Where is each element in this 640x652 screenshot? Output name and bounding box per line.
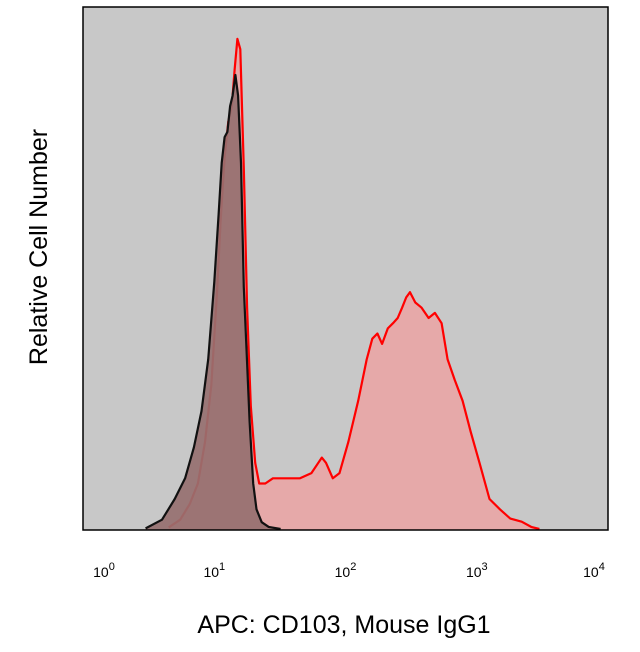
- plot-area-background: [83, 7, 608, 530]
- cd103-histogram-fill: [168, 38, 540, 531]
- x-tick-label: 101: [203, 561, 225, 580]
- y-axis-title: Relative Cell Number: [25, 129, 53, 365]
- x-tick-label: 102: [335, 561, 357, 580]
- x-tick-label: 100: [93, 561, 115, 580]
- x-axis-title: APC: CD103, Mouse IgG1: [197, 611, 490, 639]
- x-tick-label: 104: [583, 561, 605, 580]
- series-layer: [145, 37, 540, 531]
- x-axis-ticks: 100 101 102 103 104: [93, 561, 605, 580]
- x-tick-label: 103: [466, 561, 488, 580]
- plot-area-frame: [82, 6, 609, 531]
- isotype-control-histogram-line: [145, 73, 281, 531]
